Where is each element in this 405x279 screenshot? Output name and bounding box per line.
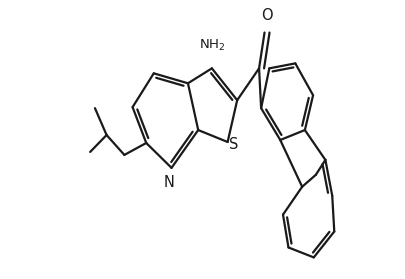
Text: S: S xyxy=(228,137,238,152)
Text: N: N xyxy=(164,175,174,190)
Text: NH$_2$: NH$_2$ xyxy=(198,38,224,53)
Text: O: O xyxy=(261,8,273,23)
